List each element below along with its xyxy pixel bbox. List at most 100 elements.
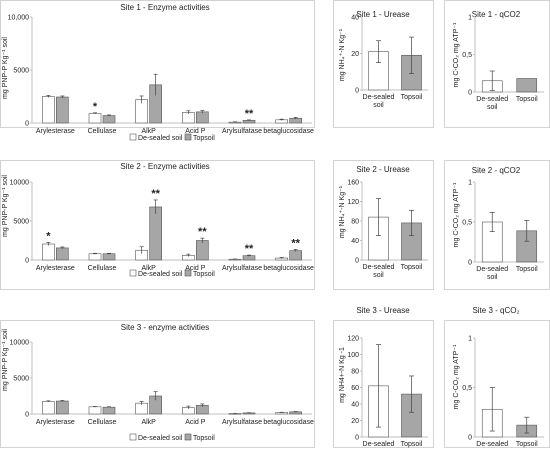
x-tick-label: AlkP — [141, 419, 156, 426]
y-tick-label: 10000 — [10, 340, 30, 347]
chart-s3_enz: Site 3 - enzyme activities mg PNP-P Kg⁻¹ … — [0, 320, 315, 448]
legend-label: De-sealed soil — [138, 271, 183, 278]
x-tick-label: betaglucosidase — [263, 419, 314, 426]
significance-marker: ** — [245, 243, 254, 255]
x-tick-label: De-sealed — [363, 264, 395, 271]
y-tick-label: 40 — [351, 238, 359, 245]
chart-title: Site 2 - qCO2 — [472, 166, 521, 175]
y-tick-label: 1 — [468, 336, 472, 343]
bar-topsoil — [56, 400, 69, 415]
y-tick-label: 0,5 — [462, 385, 472, 392]
y-tick-label: 0 — [25, 258, 29, 265]
chart-title: Site 2 - Urease — [356, 165, 410, 174]
bar-topsoil — [516, 78, 538, 93]
bar-topsoil — [102, 253, 116, 261]
y-tick-label: 120 — [347, 199, 359, 206]
x-tick-label: De-sealed — [476, 441, 508, 448]
chart-s2_qco2: Site 2 - qCO2 mg C-CO₂ mg ATP⁻¹ 0 0,5 1 De-se… — [444, 160, 550, 290]
y-tick-label: 5000 — [13, 376, 29, 383]
significance-marker: ** — [245, 108, 254, 120]
y-tick-label: 80 — [351, 219, 359, 226]
x-tick-label: Topsoil — [516, 441, 538, 448]
bar-topsoil — [102, 406, 116, 415]
x-tick-label: De-sealed — [476, 266, 508, 273]
legend-swatch-desealed — [129, 269, 137, 277]
x-tick-label: soil — [487, 274, 498, 281]
y-tick-label: 10,000 — [8, 15, 30, 22]
x-tick-label: betaglucosidase — [263, 128, 314, 135]
y-tick-label: 1 — [468, 15, 472, 22]
y-tick-label: 80 — [351, 369, 359, 376]
y-tick-label: 10000 — [10, 180, 30, 187]
x-tick-label: Topsoil — [516, 96, 538, 103]
legend-label: Topsoil — [193, 135, 215, 142]
chart-s1_qco2: Site 1 - qCO2 mg C-CO₂ mg ATP⁻¹ 0 0,5 1 De-se… — [444, 0, 550, 128]
y-tick-label: 40 — [351, 402, 359, 409]
significance-marker: * — [46, 230, 51, 242]
chart-title: Site 3 - qCO₂ — [472, 306, 519, 315]
legend-label: De-sealed soil — [138, 435, 183, 442]
x-tick-label: Acid P — [185, 419, 206, 426]
y-axis-label: mg PNP-P Kg⁻¹ soil — [2, 329, 9, 391]
x-tick-label: Arylsulfatase — [222, 265, 262, 272]
legend-swatch-topsoil — [184, 269, 192, 277]
y-tick-label: 60 — [351, 385, 359, 392]
legend-swatch-desealed — [129, 433, 137, 441]
chart-border — [333, 0, 434, 128]
chart-title: Site 1 - qCO2 — [472, 10, 521, 19]
bar-desealed — [88, 406, 102, 415]
x-tick-label: Arylsulfatase — [222, 419, 262, 426]
chart-s3_ure: Site 3 - Urease mg NH4+-N Kg -1 0 20 40 60 80 1… — [333, 306, 434, 453]
significance-marker: ** — [151, 188, 160, 200]
x-tick-label: Acid P — [185, 128, 206, 135]
y-tick-label: 0 — [468, 435, 472, 442]
y-axis-label: mg NH₄⁺-N Kg⁻¹ — [339, 185, 346, 238]
bar-desealed — [42, 401, 55, 415]
bar-topsoil — [289, 250, 302, 261]
chart-border — [0, 0, 315, 128]
bar-topsoil — [102, 115, 116, 124]
chart-s1_ure: Site 1 - Urease mg NH₄⁺-N Kg⁻¹ 0 20 40 De-sea… — [333, 0, 434, 128]
chart-s2_enz: Site 2 - Enzyme activities mg PNP-P Kg⁻¹ … — [0, 160, 315, 290]
y-axis-label: mg NH₄⁺-N Kg⁻¹ — [339, 28, 346, 81]
x-tick-label: Arylesterase — [36, 265, 75, 272]
chart-title: Site 3 - enzyme activities — [121, 323, 209, 332]
x-tick-label: soil — [487, 104, 498, 111]
y-tick-label: 0 — [25, 412, 29, 419]
chart-title: Site 1 - Enzyme activities — [120, 3, 209, 12]
x-tick-label: Arylsulfatase — [222, 128, 262, 135]
bar-desealed — [42, 243, 55, 261]
x-tick-label: AlkP — [141, 128, 156, 135]
bar-topsoil — [242, 255, 256, 261]
chart-s3_qco2: Site 3 - qCO₂ mg C-CO₂ mg ATP⁻¹ 0 0,5 1 De-se… — [444, 306, 550, 453]
x-tick-label: Acid P — [185, 265, 206, 272]
chart-s2_ure: Site 2 - Urease mg NH₄⁺-N Kg⁻¹ 0 40 80 120 160… — [333, 160, 434, 290]
x-tick-label: Cellulase — [88, 128, 117, 135]
y-tick-label: 0 — [355, 258, 359, 265]
x-tick-label: AlkP — [141, 265, 156, 272]
x-tick-label: betaglucosidase — [263, 265, 314, 272]
significance-marker: ** — [291, 237, 300, 249]
legend-label: De-sealed soil — [138, 135, 183, 142]
x-tick-label: soil — [373, 272, 384, 279]
x-tick-label: Cellulase — [88, 265, 117, 272]
x-tick-label: De-sealed — [476, 96, 508, 103]
x-tick-label: Topsoil — [401, 264, 423, 271]
y-tick-label: 100 — [347, 352, 359, 359]
chart-title: Site 1 - Urease — [356, 10, 410, 19]
chart-s1_enz: Site 1 - Enzyme activities mg PNP-P Kg⁻¹ … — [0, 0, 315, 142]
y-tick-label: 20 — [351, 418, 359, 425]
bar-topsoil — [196, 240, 209, 261]
chart-border — [333, 160, 434, 290]
bar-desealed — [88, 253, 102, 261]
y-tick-label: 0,5 — [462, 52, 472, 59]
y-tick-label: 0 — [25, 121, 29, 128]
y-tick-label: 0 — [355, 88, 359, 95]
y-tick-label: 0,5 — [462, 220, 472, 227]
y-axis-label: mg C-CO₂ mg ATP⁻¹ — [453, 344, 460, 409]
legend-swatch-desealed — [129, 133, 137, 141]
bar-desealed — [42, 96, 55, 124]
legend-label: Topsoil — [193, 271, 215, 278]
chart-border — [0, 160, 315, 290]
